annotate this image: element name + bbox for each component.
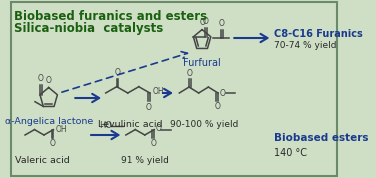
Text: O: O xyxy=(199,18,205,27)
Text: HO: HO xyxy=(99,122,112,130)
Text: O: O xyxy=(146,103,152,112)
Text: O: O xyxy=(203,17,209,26)
Text: 91 % yield: 91 % yield xyxy=(121,156,169,165)
Text: O: O xyxy=(115,68,121,77)
Text: O: O xyxy=(219,19,224,28)
Text: O: O xyxy=(46,75,52,85)
Text: Silica-niobia  catalysts: Silica-niobia catalysts xyxy=(14,22,163,35)
Text: 90-100 % yield: 90-100 % yield xyxy=(170,120,238,129)
Text: C8-C16 Furanics: C8-C16 Furanics xyxy=(274,29,363,39)
Text: O: O xyxy=(187,69,193,78)
Text: Biobased esters: Biobased esters xyxy=(274,133,368,143)
Text: O: O xyxy=(220,90,226,98)
Text: Furfural: Furfural xyxy=(183,58,221,68)
Text: OH: OH xyxy=(56,125,68,134)
Text: O: O xyxy=(38,74,44,83)
Text: O: O xyxy=(156,124,162,133)
Text: O: O xyxy=(150,140,156,148)
Text: 140 °C: 140 °C xyxy=(274,148,307,158)
Text: O: O xyxy=(214,102,220,111)
Text: Valeric acid: Valeric acid xyxy=(15,156,70,165)
Text: Biobased furanics and esters: Biobased furanics and esters xyxy=(14,10,207,23)
Text: 70-74 % yield: 70-74 % yield xyxy=(274,41,337,49)
Text: Levulinic acid: Levulinic acid xyxy=(98,120,162,129)
Text: α-Angelica lactone: α-Angelica lactone xyxy=(5,117,93,126)
Text: OH: OH xyxy=(153,87,164,96)
Text: O: O xyxy=(50,140,56,148)
